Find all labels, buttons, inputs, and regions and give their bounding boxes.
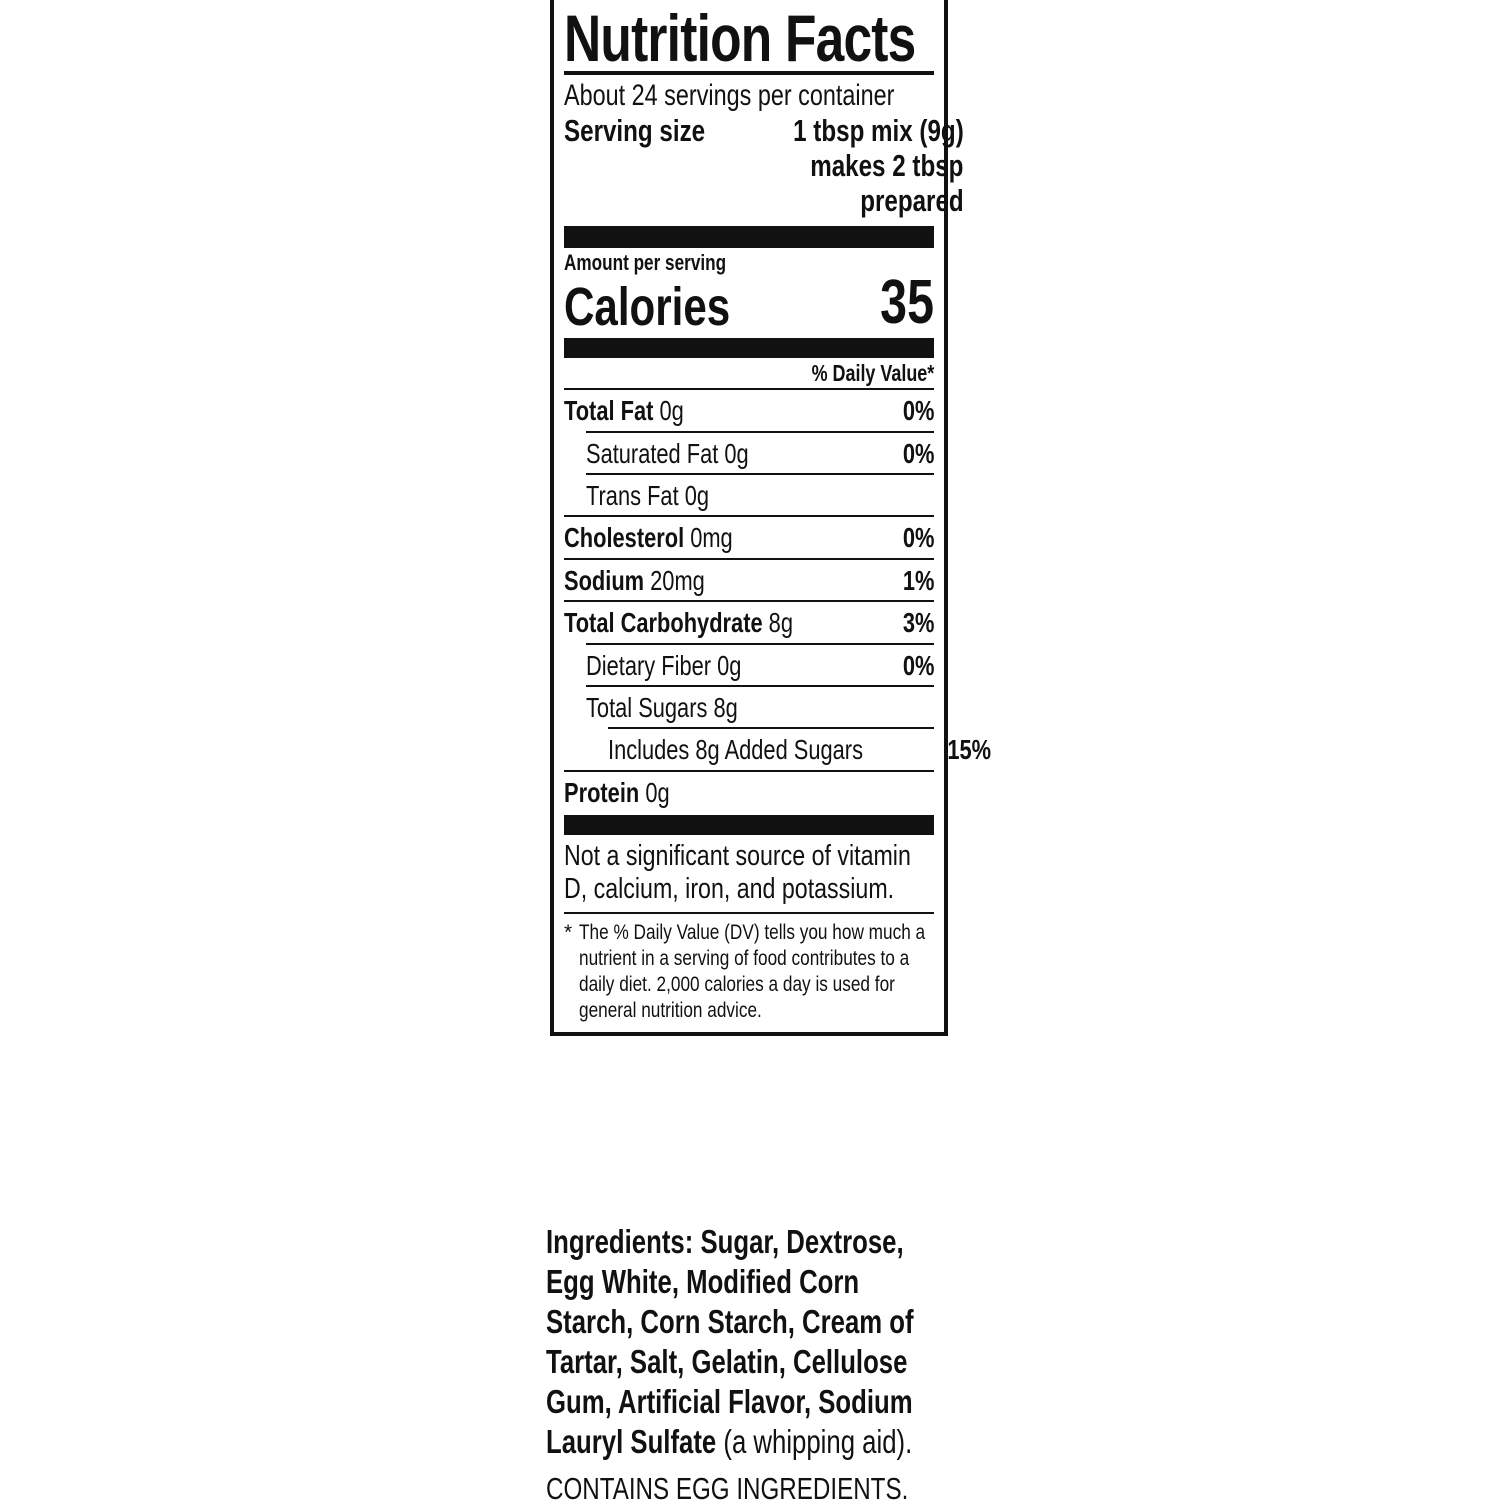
nutrient-row-total-fat: Total Fat 0g 0% <box>564 388 934 430</box>
title-text: Nutrition Facts <box>564 1 916 75</box>
nutrient-name: Protein <box>564 776 640 808</box>
nutrient-amount: 0mg <box>690 522 733 554</box>
calories-label: Calories <box>564 276 731 337</box>
ingredients-block: Ingredients: Sugar, Dextrose, Egg White,… <box>546 1222 966 1507</box>
whipping-aid-note: (a whipping aid). <box>716 1422 913 1460</box>
nutrient-row-cholesterol: Cholesterol 0mg 0% <box>564 515 934 557</box>
nutrient-percent: 0% <box>902 437 934 469</box>
nutrient-amount: 20mg <box>650 564 705 596</box>
nutrient-amount: 8g <box>768 607 793 639</box>
nutrition-facts-title: Nutrition Facts <box>564 4 934 71</box>
amount-per-serving-label: Amount per serving <box>564 250 727 276</box>
nutrient-name: Trans Fat <box>586 480 679 512</box>
ingredients-line: Starch, Corn Starch, Cream of <box>546 1302 914 1340</box>
nutrient-row-protein: Protein 0g <box>564 769 934 812</box>
ingredients-line: Tartar, Salt, Gelatin, Cellulose <box>546 1342 908 1380</box>
daily-value-header: % Daily Value* <box>811 360 934 387</box>
footnote-asterisk: * <box>564 920 573 944</box>
nutrient-name: Cholesterol <box>564 522 685 554</box>
nutrient-row-saturated-fat: Saturated Fat 0g 0% <box>586 430 934 473</box>
ingredients-line: Ingredients: Sugar, Dextrose, <box>546 1223 904 1260</box>
ingredient-lauryl-sulfate: Lauryl Sulfate <box>546 1422 717 1460</box>
nutrient-row-dietary-fiber: Dietary Fiber 0g 0% <box>586 642 934 685</box>
calories-bottom-bar <box>564 338 934 359</box>
nutrient-percent: 15% <box>947 734 991 766</box>
nutrient-amount: 0g <box>645 776 670 808</box>
nutrient-name: Total Fat <box>564 395 654 427</box>
protein-bottom-bar <box>564 815 934 836</box>
serving-size-value: 1 tbsp mix (9g) makes 2 tbsp prepared <box>793 113 964 218</box>
nutrient-percent: 0% <box>902 522 934 554</box>
nutrient-percent: 0% <box>902 649 934 681</box>
nutrition-facts-panel: Nutrition Facts About 24 servings per co… <box>550 0 991 1036</box>
nutrient-percent: 0% <box>902 395 934 427</box>
title-divider <box>564 70 934 75</box>
ingredients-line: Egg White, Modified Corn <box>546 1262 860 1300</box>
nutrient-amount: 0g <box>724 437 749 469</box>
ingredients-line-last: Lauryl Sulfate (a whipping aid). <box>546 1422 966 1462</box>
nutrient-percent: 1% <box>902 564 934 596</box>
nutrient-row-total-carbohydrate: Total Carbohydrate 8g 3% <box>564 600 934 642</box>
nutrient-name: Dietary Fiber <box>586 649 712 681</box>
nutrient-name: Includes 8g Added Sugars <box>608 734 863 766</box>
nutrient-name: Sodium <box>564 564 645 596</box>
serving-size-label: Serving size <box>564 113 706 149</box>
nutrient-row-trans-fat: Trans Fat 0g <box>586 473 934 515</box>
nutrient-amount: 8g <box>713 692 738 723</box>
nutrient-amount: 0g <box>717 649 742 681</box>
nutrient-row-added-sugars: Includes 8g Added Sugars 15% <box>608 727 991 769</box>
calories-row: Calories 35 <box>564 268 934 338</box>
serving-size-row: Serving size 1 tbsp mix (9g) makes 2 tbs… <box>564 112 964 222</box>
nutrient-percent: 3% <box>902 607 934 639</box>
nutrient-row-sodium: Sodium 20mg 1% <box>564 557 934 600</box>
nutrient-amount: 0g <box>684 480 710 512</box>
nutrient-name: Total Sugars <box>586 692 708 723</box>
nutrient-name: Total Carbohydrate <box>564 607 763 639</box>
ingredients-line: Gum, Artificial Flavor, Sodium <box>546 1382 913 1420</box>
footnote-text: The % Daily Value (DV) tells you how muc… <box>579 920 926 1022</box>
nutrient-name: Saturated Fat <box>586 437 719 469</box>
servings-per-container: About 24 servings per container <box>564 78 895 112</box>
nutrient-amount: 0g <box>659 395 684 427</box>
calories-value: 35 <box>880 268 934 338</box>
not-significant-source-note: Not a significant source of vitamin D, c… <box>564 840 911 905</box>
daily-value-footnote: * The % Daily Value (DV) tells you how m… <box>564 911 934 1026</box>
calories-top-bar <box>564 226 934 249</box>
nutrient-row-total-sugars: Total Sugars 8g <box>586 685 934 727</box>
contains-allergen-statement: CONTAINS EGG INGREDIENTS. <box>546 1470 909 1506</box>
